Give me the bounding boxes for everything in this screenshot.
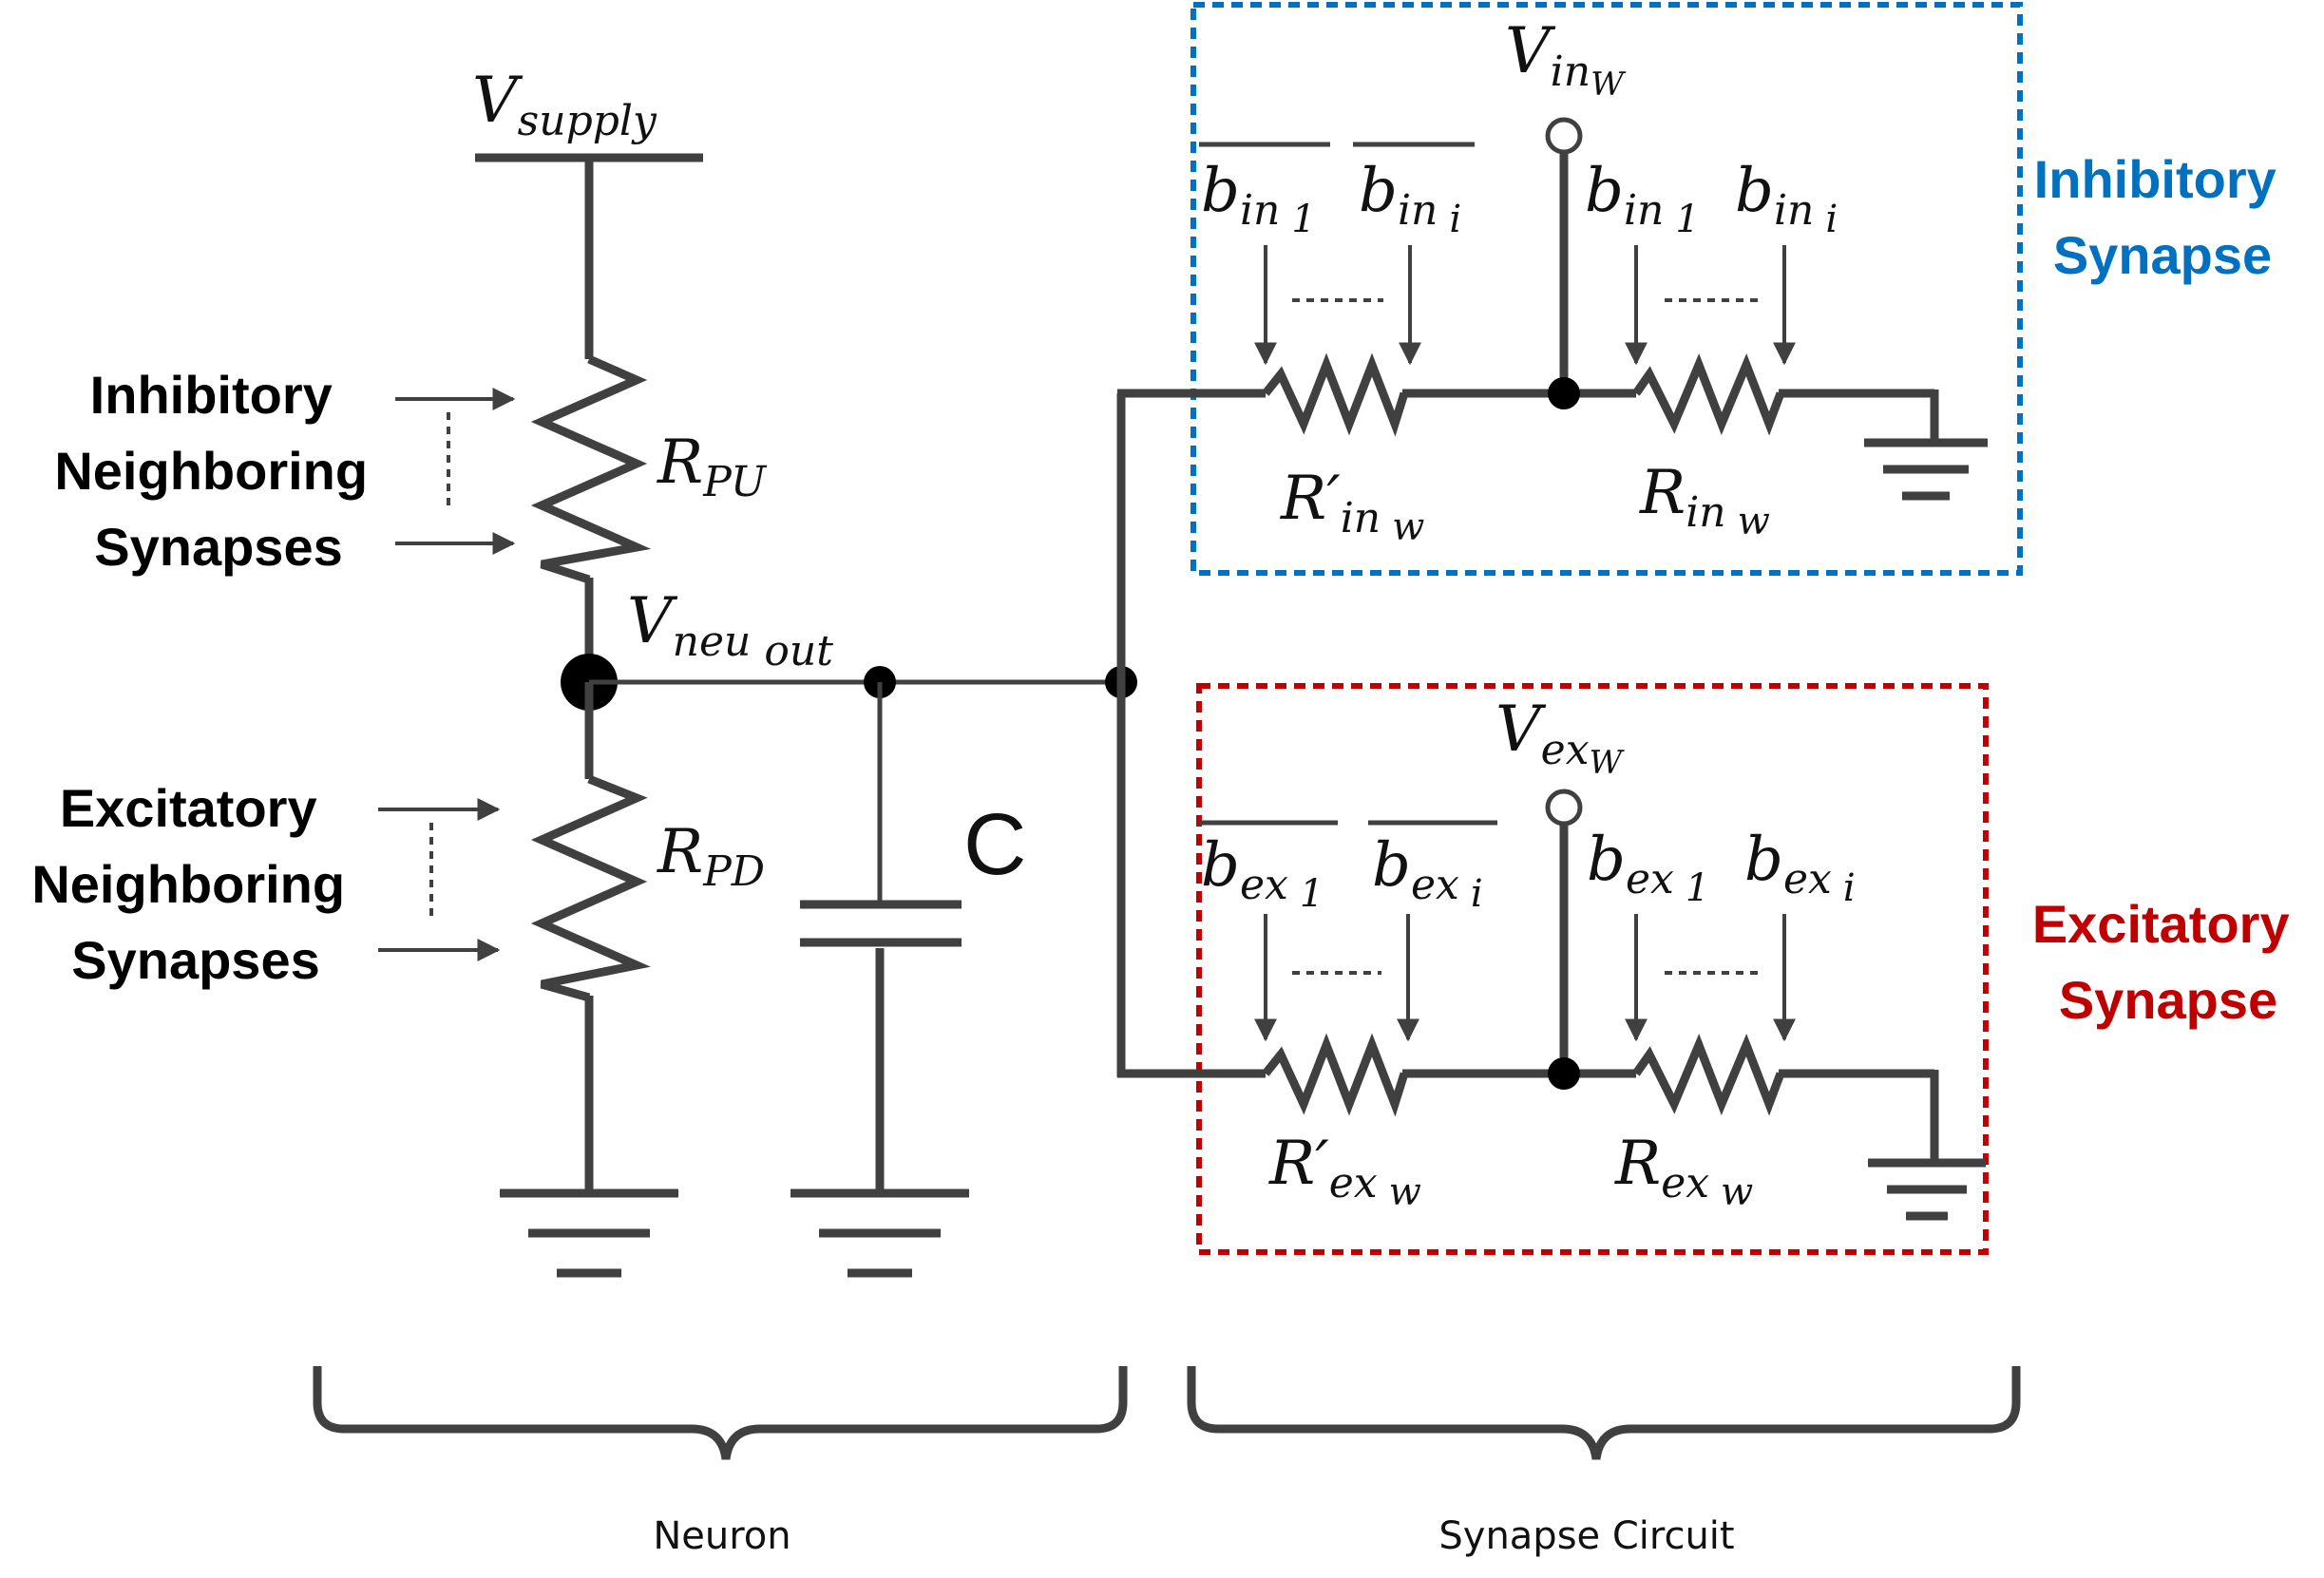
excitatory-center-node xyxy=(1548,1057,1580,1090)
neuron-caption: Neuron xyxy=(653,1514,791,1558)
excitatory-ground-icon xyxy=(1868,1158,1986,1221)
bar-b-in-i-label: bin i xyxy=(1359,156,1461,241)
r-prime-ex-resistor xyxy=(1262,1033,1409,1117)
synapse-circuit-caption: Synapse Circuit xyxy=(1438,1514,1734,1558)
r-pu-label: RPU xyxy=(657,428,768,506)
r-pd-resistor xyxy=(530,774,651,1002)
v-in-w-terminal xyxy=(1545,117,1583,155)
inhibitory-neighboring-label: Inhibitory Neighboring Synapses xyxy=(54,365,382,577)
r-prime-in-resistor xyxy=(1262,352,1409,437)
excitatory-neighboring-label: Excitatory Neighboring Synapses xyxy=(31,778,359,990)
inhibitory-ground-icon xyxy=(1864,438,1988,501)
r-prime-ex-w-label: R′ex w xyxy=(1268,1129,1421,1214)
neuron-brace xyxy=(313,1366,1128,1460)
excitatory-synapse-section: Excitatory Synapse VexW bex 1 xyxy=(1117,683,2304,1255)
v-ex-w-terminal xyxy=(1545,789,1583,827)
capacitor-ground-icon xyxy=(791,1188,969,1278)
bar-b-ex-1-label: bex 1 xyxy=(1201,830,1324,916)
bar-b-in-1-label: bin 1 xyxy=(1201,156,1316,241)
inhibitory-synapse-section: Inhibitory Synapse VinW bin 1 xyxy=(1117,2,2292,576)
r-pu-resistor xyxy=(530,354,652,584)
inhibitory-synapse-box xyxy=(1191,2,2023,576)
excitatory-synapse-box xyxy=(1196,683,1989,1255)
b-ex-1-label: bex 1 xyxy=(1587,825,1709,910)
v-supply-label: Vsupply xyxy=(472,64,657,145)
v-neu-out-label: Vneu out xyxy=(627,584,833,675)
b-ex-i-label: bex i xyxy=(1744,825,1856,910)
r-ex-resistor xyxy=(1632,1033,1785,1116)
r-prime-in-w-label: R′in w xyxy=(1280,464,1424,549)
r-pd-ground-icon xyxy=(500,1188,678,1278)
r-in-w-label: Rin w xyxy=(1639,458,1770,543)
synapse-circuit-brace xyxy=(1187,1366,2021,1460)
neuron-section: Vsupply RPU Inhibitory Neighboring Synap… xyxy=(31,64,1137,1278)
v-in-w-label: VinW xyxy=(1505,14,1627,104)
r-in-resistor xyxy=(1632,352,1785,436)
inhibitory-center-node xyxy=(1548,377,1580,409)
b-in-1-label: bin 1 xyxy=(1585,156,1700,241)
r-ex-w-label: Rex w xyxy=(1614,1129,1753,1214)
bar-b-ex-i-label: bex i xyxy=(1372,830,1483,916)
excitatory-synapse-title: Excitatory Synapse xyxy=(2032,894,2304,1030)
inhibitory-synapse-title: Inhibitory Synapse xyxy=(2034,149,2292,285)
r-pd-label: RPD xyxy=(657,817,765,896)
b-in-i-label: bin i xyxy=(1735,156,1838,241)
capacitor-label: C xyxy=(963,796,1026,893)
v-ex-w-label: VexW xyxy=(1495,693,1626,782)
